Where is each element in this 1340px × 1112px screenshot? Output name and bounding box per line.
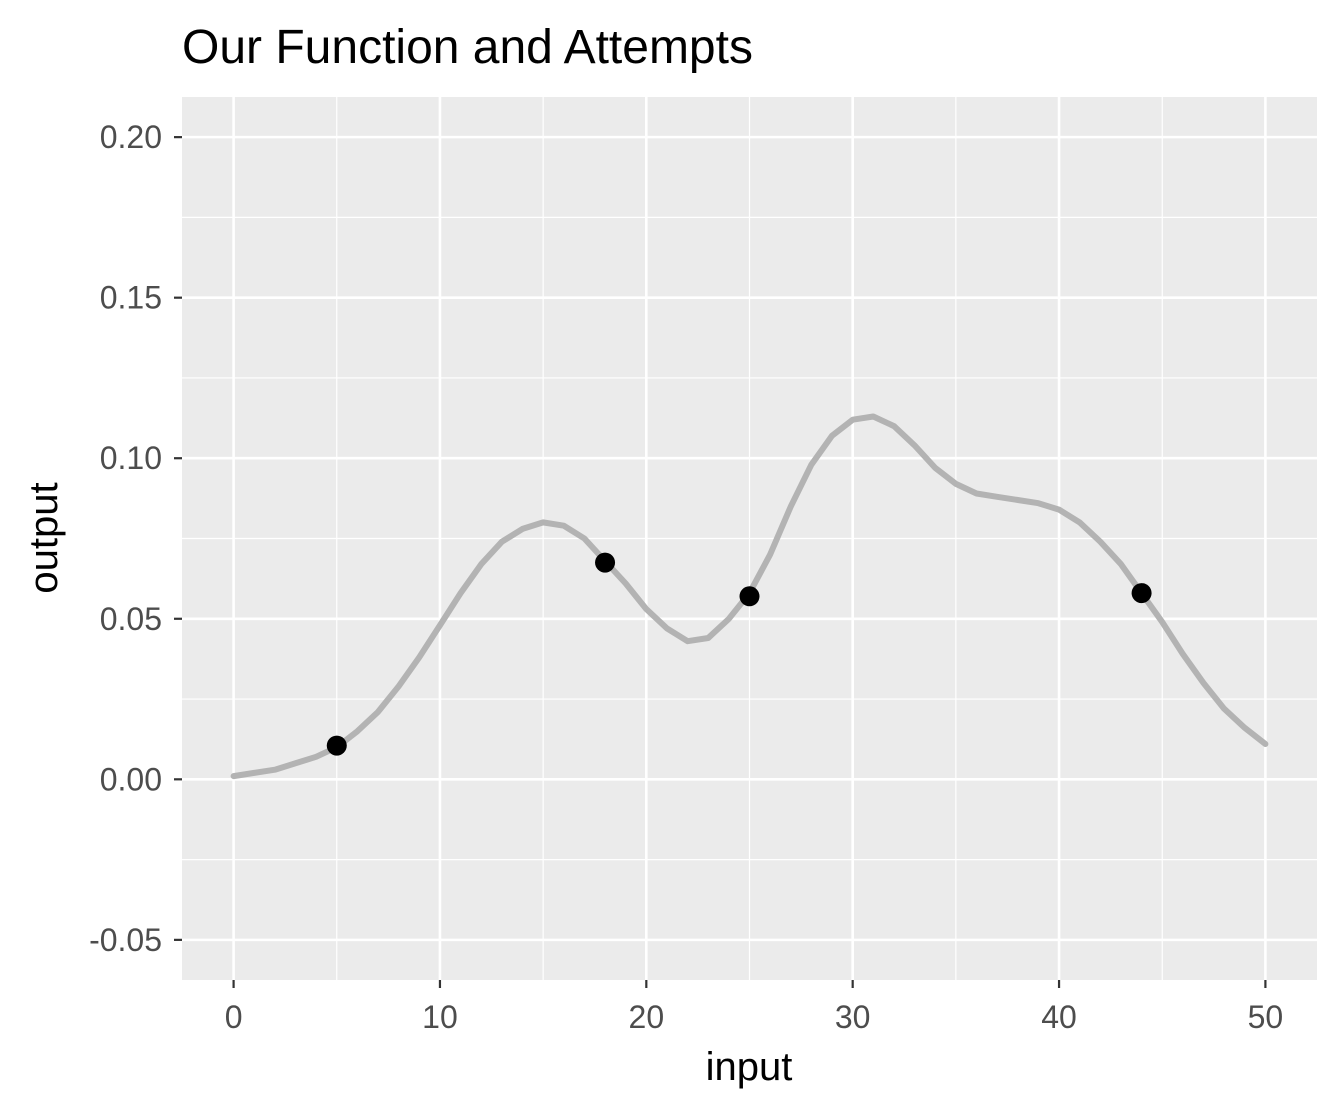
major-gridlines [182,97,1317,980]
y-tick-label: 0.10 [100,440,162,476]
x-tick-label: 10 [422,999,458,1035]
y-tick-label: -0.05 [89,922,162,958]
minor-gridlines [182,97,1317,980]
series-layer [230,413,1269,780]
attempt-point [739,586,760,607]
x-tick-label: 40 [1041,999,1077,1035]
axis-ticks [174,136,1267,988]
y-tick-label: 0.20 [100,119,162,155]
x-tick-label: 20 [629,999,665,1035]
attempt-point [1131,583,1152,604]
attempt-point [595,552,616,573]
y-axis-title: output [22,482,66,593]
axis-tick-labels: 0 10 20 30 40 50 -0.05 0.00 0.05 0.10 0.15 0.20 [89,119,1283,1035]
x-tick-label: 30 [835,999,871,1035]
y-tick-label: 0.15 [100,280,162,316]
x-tick-label: 0 [225,999,243,1035]
x-axis-title: input [706,1045,793,1089]
x-tick-label: 50 [1248,999,1284,1035]
attempt-point [326,735,347,756]
y-tick-label: 0.00 [100,761,162,797]
y-tick-label: 0.05 [100,601,162,637]
chart-title: Our Function and Attempts [182,21,753,74]
